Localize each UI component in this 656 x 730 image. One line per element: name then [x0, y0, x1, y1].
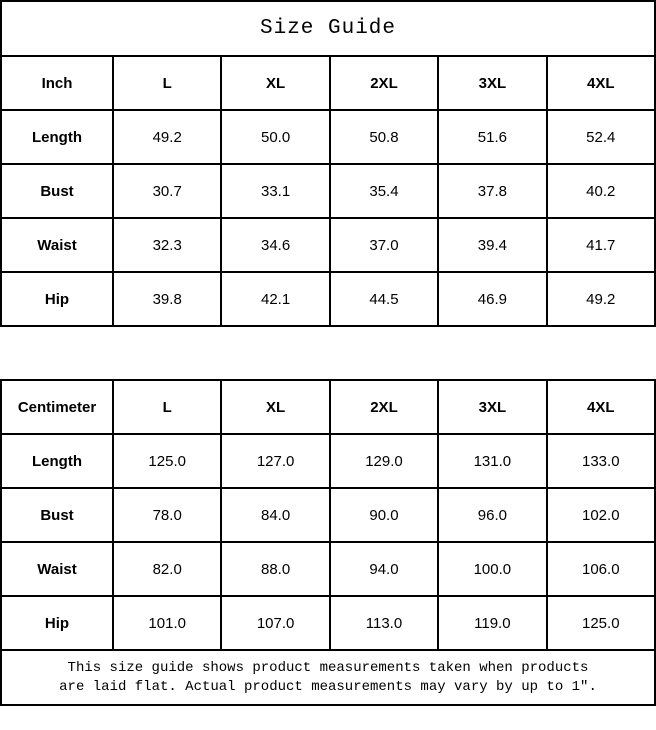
- table-row-hip: Hip 39.8 42.1 44.5 46.9 49.2: [0, 271, 656, 327]
- table-row-waist: Waist 82.0 88.0 94.0 100.0 106.0: [0, 541, 656, 597]
- measurement-cell: 133.0: [545, 433, 656, 489]
- measurement-cell: 41.7: [545, 217, 656, 273]
- table-row-length: Length 49.2 50.0 50.8 51.6 52.4: [0, 109, 656, 165]
- measurement-cell: 127.0: [220, 433, 331, 489]
- row-label: Bust: [0, 487, 114, 543]
- size-guide-note: This size guide shows product measuremen…: [0, 649, 656, 706]
- measurement-cell: 119.0: [437, 595, 548, 651]
- row-label: Bust: [0, 163, 114, 219]
- measurement-cell: 39.4: [437, 217, 548, 273]
- measurement-cell: 33.1: [220, 163, 331, 219]
- size-header-2xl: 2XL: [328, 379, 440, 435]
- note-line-1: This size guide shows product measuremen…: [67, 659, 589, 676]
- measurement-cell: 84.0: [220, 487, 331, 543]
- row-label: Length: [0, 433, 114, 489]
- row-label: Waist: [0, 217, 114, 273]
- measurement-cell: 125.0: [545, 595, 656, 651]
- row-label: Hip: [0, 595, 114, 651]
- measurement-cell: 129.0: [328, 433, 440, 489]
- measurement-cell: 113.0: [328, 595, 440, 651]
- cm-header-row: Centimeter L XL 2XL 3XL 4XL: [0, 379, 656, 435]
- measurement-cell: 50.0: [220, 109, 331, 165]
- measurement-cell: 82.0: [111, 541, 223, 597]
- cm-size-table: Centimeter L XL 2XL 3XL 4XL Length 125.0…: [0, 379, 656, 706]
- measurement-cell: 49.2: [545, 271, 656, 327]
- size-header-3xl: 3XL: [437, 55, 548, 111]
- measurement-cell: 52.4: [545, 109, 656, 165]
- size-header-l: L: [111, 379, 223, 435]
- row-label: Waist: [0, 541, 114, 597]
- inch-header-row: Inch L XL 2XL 3XL 4XL: [0, 55, 656, 111]
- measurement-cell: 50.8: [328, 109, 440, 165]
- measurement-cell: 78.0: [111, 487, 223, 543]
- measurement-cell: 101.0: [111, 595, 223, 651]
- unit-header-centimeter: Centimeter: [0, 379, 114, 435]
- measurement-cell: 131.0: [437, 433, 548, 489]
- measurement-cell: 102.0: [545, 487, 656, 543]
- row-label: Length: [0, 109, 114, 165]
- measurement-cell: 100.0: [437, 541, 548, 597]
- measurement-cell: 34.6: [220, 217, 331, 273]
- size-header-2xl: 2XL: [328, 55, 440, 111]
- inch-size-table: Size Guide Inch L XL 2XL 3XL 4XL Length …: [0, 0, 656, 327]
- measurement-cell: 51.6: [437, 109, 548, 165]
- measurement-cell: 46.9: [437, 271, 548, 327]
- row-label: Hip: [0, 271, 114, 327]
- measurement-cell: 37.8: [437, 163, 548, 219]
- table-row-bust: Bust 78.0 84.0 90.0 96.0 102.0: [0, 487, 656, 543]
- measurement-cell: 35.4: [328, 163, 440, 219]
- measurement-cell: 30.7: [111, 163, 223, 219]
- note-line-2: are laid flat. Actual product measuremen…: [59, 678, 597, 695]
- size-header-3xl: 3XL: [437, 379, 548, 435]
- page-title: Size Guide: [0, 0, 656, 57]
- size-header-xl: XL: [220, 379, 331, 435]
- measurement-cell: 96.0: [437, 487, 548, 543]
- measurement-cell: 94.0: [328, 541, 440, 597]
- measurement-cell: 39.8: [111, 271, 223, 327]
- title-row: Size Guide: [0, 0, 656, 57]
- size-header-4xl: 4XL: [545, 55, 656, 111]
- table-row-length: Length 125.0 127.0 129.0 131.0 133.0: [0, 433, 656, 489]
- size-header-xl: XL: [220, 55, 331, 111]
- measurement-cell: 107.0: [220, 595, 331, 651]
- measurement-cell: 125.0: [111, 433, 223, 489]
- size-header-l: L: [111, 55, 223, 111]
- measurement-cell: 106.0: [545, 541, 656, 597]
- size-header-4xl: 4XL: [545, 379, 656, 435]
- table-spacer: [0, 327, 656, 379]
- measurement-cell: 32.3: [111, 217, 223, 273]
- table-row-waist: Waist 32.3 34.6 37.0 39.4 41.7: [0, 217, 656, 273]
- measurement-cell: 90.0: [328, 487, 440, 543]
- table-row-hip: Hip 101.0 107.0 113.0 119.0 125.0: [0, 595, 656, 651]
- measurement-cell: 42.1: [220, 271, 331, 327]
- footer-row: This size guide shows product measuremen…: [0, 649, 656, 706]
- measurement-cell: 44.5: [328, 271, 440, 327]
- measurement-cell: 88.0: [220, 541, 331, 597]
- unit-header-inch: Inch: [0, 55, 114, 111]
- measurement-cell: 49.2: [111, 109, 223, 165]
- measurement-cell: 37.0: [328, 217, 440, 273]
- table-row-bust: Bust 30.7 33.1 35.4 37.8 40.2: [0, 163, 656, 219]
- measurement-cell: 40.2: [545, 163, 656, 219]
